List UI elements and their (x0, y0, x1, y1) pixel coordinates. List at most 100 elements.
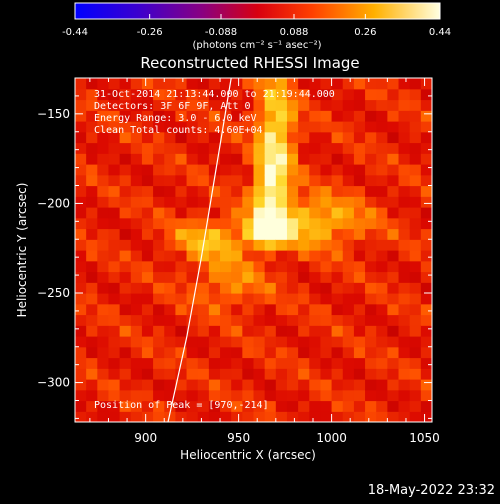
heatmap-cell (108, 250, 121, 262)
heatmap-cell (342, 78, 355, 90)
heatmap-cell (409, 271, 422, 283)
heatmap-cell (342, 260, 355, 273)
heatmap-cell (420, 271, 432, 283)
heatmap-cell (331, 368, 344, 380)
colorbar-tick-label: 0.088 (280, 27, 309, 38)
heatmap-cell (208, 78, 221, 90)
heatmap-cell (231, 131, 243, 144)
heatmap-cell (242, 314, 255, 326)
heatmap-cell (309, 99, 322, 111)
heatmap-cell (275, 250, 288, 262)
heatmap-cell (153, 250, 165, 262)
heatmap-cell (365, 174, 377, 187)
heatmap-cell (320, 314, 333, 326)
heatmap-cell (253, 131, 266, 144)
heatmap-cell (231, 314, 243, 326)
colorbar-tick-label: -0.44 (62, 27, 88, 38)
heatmap-cell (197, 78, 210, 90)
heatmap-cell (331, 379, 344, 391)
heatmap-cell (298, 110, 310, 122)
heatmap-cell (331, 228, 344, 240)
heatmap-cell (119, 121, 132, 133)
heatmap-cell (119, 78, 132, 90)
heatmap-cell (309, 303, 322, 316)
heatmap-cell (420, 379, 432, 391)
heatmap-cell (231, 207, 243, 219)
heatmap-cell (242, 142, 255, 154)
heatmap-cell (231, 400, 243, 412)
heatmap-cell (353, 196, 366, 208)
heatmap-cell (409, 389, 422, 402)
heatmap-cell (376, 389, 388, 402)
heatmap-cell (409, 142, 422, 154)
heatmap-cell (387, 389, 400, 402)
heatmap-cell (141, 389, 154, 402)
heatmap-cell (242, 131, 255, 144)
heatmap-cell (220, 142, 232, 154)
heatmap-cell (186, 239, 199, 251)
heatmap-cell (141, 99, 154, 111)
heatmap-cell (420, 346, 432, 359)
heatmap-cell (387, 336, 400, 348)
heatmap-cell (231, 368, 243, 380)
heatmap-cell (253, 282, 266, 294)
heatmap-cell (264, 411, 277, 422)
heatmap-cell (365, 379, 377, 391)
heatmap-cell (164, 400, 177, 412)
heatmap-cell (320, 357, 333, 369)
heatmap-cell (153, 368, 165, 380)
heatmap-cell (275, 293, 288, 305)
heatmap-cell (75, 250, 87, 262)
heatmap-cell (331, 99, 344, 111)
heatmap-cell (387, 357, 400, 369)
heatmap-cell (298, 207, 310, 219)
heatmap-cell (298, 185, 310, 197)
heatmap-cell (197, 207, 210, 219)
heatmap-cell (164, 379, 177, 391)
heatmap-cell (208, 110, 221, 122)
heatmap-cell (97, 239, 110, 251)
heatmap-cell (387, 88, 400, 101)
heatmap-cell (275, 174, 288, 187)
heatmap-cell (86, 185, 98, 197)
heatmap-cell (75, 368, 87, 380)
heatmap-cell (97, 110, 110, 122)
heatmap-cell (309, 142, 322, 154)
heatmap-cell (387, 217, 400, 230)
heatmap-cell (420, 121, 432, 133)
heatmap-cell (130, 142, 143, 154)
heatmap-cell (86, 142, 98, 154)
heatmap-cell (298, 196, 310, 208)
heatmap-cell (353, 303, 366, 316)
heatmap-cell (331, 174, 344, 187)
heatmap-cell (175, 99, 188, 111)
heatmap-cell (108, 217, 121, 230)
info-line-energy: Energy Range: 3.0 - 6.0 keV (94, 113, 257, 124)
heatmap-cell (275, 400, 288, 412)
heatmap-cell (130, 131, 143, 144)
heatmap-cell (86, 78, 98, 90)
heatmap-cell (220, 271, 232, 283)
heatmap-cell (376, 379, 388, 391)
heatmap-cell (353, 217, 366, 230)
heatmap-cell (231, 153, 243, 165)
heatmap-cell (398, 164, 411, 176)
heatmap-cell (97, 389, 110, 402)
heatmap-cell (231, 142, 243, 154)
heatmap-cell (309, 336, 322, 348)
heatmap-cell (342, 185, 355, 197)
heatmap-cell (376, 368, 388, 380)
heatmap-cell (208, 400, 221, 412)
heatmap-cell (376, 293, 388, 305)
heatmap-cell (275, 196, 288, 208)
heatmap-cell (220, 153, 232, 165)
heatmap-cell (253, 78, 266, 90)
heatmap-cell (119, 379, 132, 391)
heatmap-cell (197, 336, 210, 348)
heatmap-cell (108, 142, 121, 154)
heatmap-cell (409, 357, 422, 369)
heatmap-cell (141, 346, 154, 359)
heatmap-cell (409, 282, 422, 294)
heatmap-cell (309, 282, 322, 294)
